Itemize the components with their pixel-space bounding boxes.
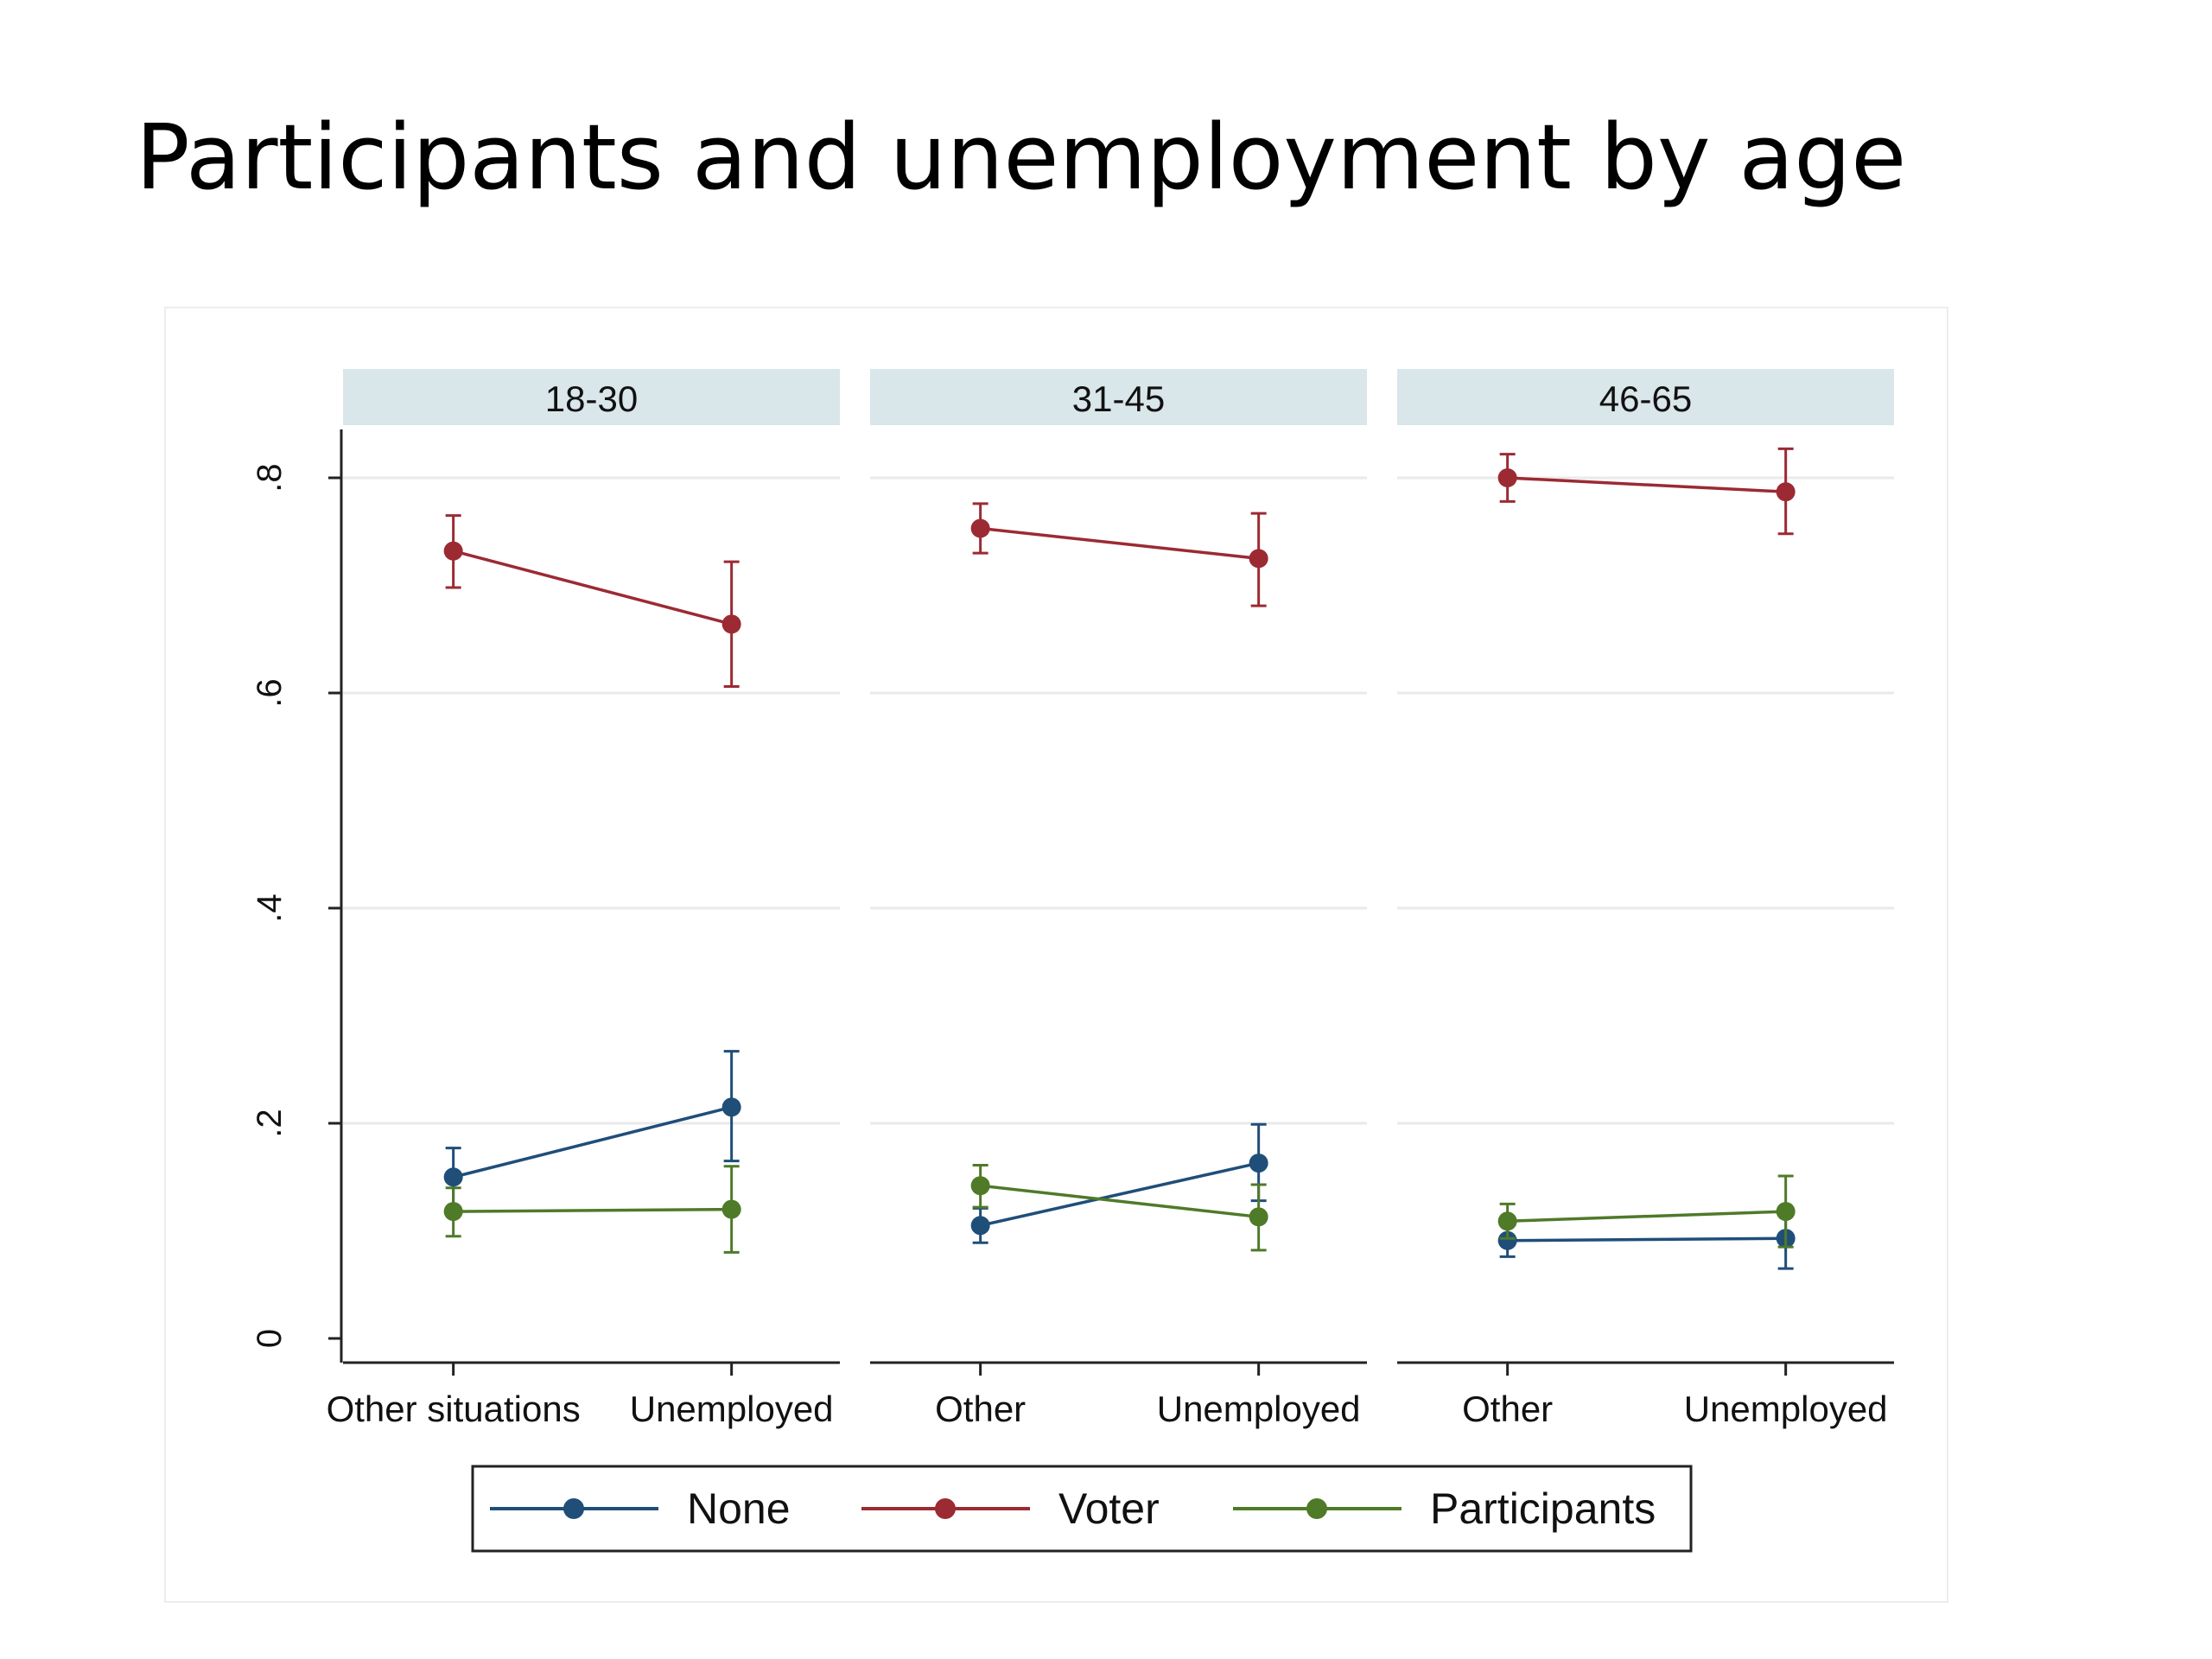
data-point-participants — [970, 1176, 990, 1196]
legend-label-none: None — [687, 1484, 791, 1533]
series-line-participants — [453, 1207, 732, 1213]
data-point-participants — [721, 1199, 741, 1219]
x-tick-label: Unemployed — [630, 1389, 834, 1429]
x-tick-label: Other situations — [327, 1389, 581, 1429]
data-point-voter — [721, 614, 741, 634]
chart-frame: 0 .2 .4 .6 .8 18-30 Other situations Unemployed… — [164, 307, 1948, 1603]
panel-title-2: 46-65 — [1599, 378, 1692, 419]
data-point-none — [1249, 1154, 1268, 1173]
series-line-participants — [980, 1184, 1259, 1219]
series-line-none — [453, 1105, 733, 1179]
data-point-voter — [1776, 482, 1796, 502]
legend-marker-voter — [935, 1498, 956, 1519]
data-point-none — [721, 1097, 741, 1117]
series-line-voter — [453, 549, 733, 626]
data-point-participants — [443, 1202, 463, 1222]
x-tick-label: Unemployed — [1157, 1389, 1361, 1429]
data-point-voter — [1249, 549, 1268, 569]
legend-marker-participants — [1306, 1498, 1327, 1519]
panel-title-1: 31-45 — [1072, 378, 1165, 419]
data-point-none — [970, 1216, 990, 1236]
legend-marker-none — [563, 1498, 584, 1519]
legend-box — [471, 1465, 1693, 1553]
series-line-voter — [1507, 476, 1786, 493]
x-tick-label: Other — [935, 1389, 1026, 1429]
slide-title: Participants and unemployment by age — [136, 105, 1907, 210]
legend-label-voter: Voter — [1058, 1484, 1160, 1533]
legend-label-participants: Participants — [1430, 1484, 1656, 1533]
data-point-participants — [1249, 1207, 1268, 1227]
series-line-none — [1507, 1236, 1786, 1243]
data-point-voter — [1497, 468, 1517, 487]
panel-header-2 — [1397, 369, 1894, 425]
data-point-voter — [970, 518, 990, 538]
y-tick-label: .6 — [251, 678, 289, 707]
panel-title-0: 18-30 — [545, 378, 638, 419]
y-tick-label: 0 — [251, 1329, 289, 1348]
data-point-none — [443, 1167, 463, 1187]
series-line-participants — [1507, 1210, 1786, 1224]
data-point-none — [1497, 1230, 1517, 1250]
data-point-participants — [1497, 1211, 1517, 1231]
panel-header-0 — [343, 369, 840, 425]
panel-header-1 — [870, 369, 1367, 425]
y-tick-label: .8 — [251, 463, 289, 492]
y-tick-label: .2 — [251, 1109, 289, 1137]
x-tick-label: Other — [1462, 1389, 1553, 1429]
y-tick-label: .4 — [251, 893, 289, 922]
series-line-none — [980, 1161, 1260, 1227]
series-line-voter — [980, 526, 1259, 561]
data-point-participants — [1776, 1202, 1796, 1222]
x-tick-label: Unemployed — [1684, 1389, 1888, 1429]
data-point-voter — [443, 541, 463, 561]
chart-svg: 0 .2 .4 .6 .8 18-30 Other situations Unemployed… — [251, 369, 1894, 1553]
